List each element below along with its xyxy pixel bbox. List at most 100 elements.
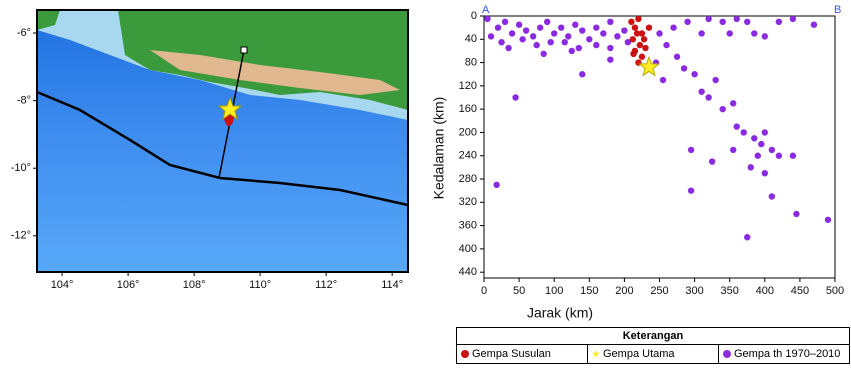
earthquake-point [691,71,697,77]
earthquake-point [533,42,539,48]
earthquake-point [607,56,613,62]
profile-start: A [482,4,490,16]
y-tick-label: 200 [459,126,477,138]
x-tick-label: 106° [117,279,140,291]
aftershock-point [641,36,647,42]
x-tick-label: 450 [791,285,809,297]
earthquake-point [484,16,490,22]
earthquake-point [537,24,543,30]
y-axis-label: Kedalaman (km) [431,97,447,200]
earthquake-point [762,129,768,135]
y-tick-label: 0 [471,10,477,22]
x-tick-label: 250 [650,285,668,297]
legend-label: Gempa th 1970–2010 [734,348,840,360]
earthquake-point [495,24,501,30]
earthquake-point [769,147,775,153]
earthquake-point [569,48,575,54]
x-tick-label: 50 [513,285,525,297]
earthquake-point [681,65,687,71]
earthquake-point [674,54,680,60]
earthquake-point [663,42,669,48]
earthquake-point [712,77,718,83]
earthquake-point [727,30,733,36]
earthquake-point [509,30,515,36]
earthquake-point [751,30,757,36]
earthquake-point [505,45,511,51]
earthquake-point [730,100,736,106]
x-tick-label: 200 [615,285,633,297]
page: A B Jarak (km) Kedalaman (km) 104°106°10… [0,0,851,369]
earthquake-point [688,147,694,153]
y-tick-label: -12° [11,230,31,242]
x-tick-label: 400 [756,285,774,297]
aftershock-point [642,45,648,51]
y-tick-label: 240 [459,150,477,162]
earthquake-point [744,234,750,240]
aftershock-point [637,42,643,48]
earthquake-point [565,33,571,39]
earthquake-point [551,30,557,36]
earthquake-point [593,24,599,30]
legend-title: Keterangan [457,328,849,345]
earthquake-point [593,42,599,48]
earthquake-point [660,77,666,83]
earthquake-point [719,106,725,112]
earthquake-point [734,16,740,22]
x-axis-label: Jarak (km) [527,305,593,321]
x-tick-label: 108° [183,279,206,291]
legend-label: Gempa Utama [603,348,675,360]
earthquake-point [572,22,578,28]
aftershock-point [646,24,652,30]
x-tick-label: 100 [545,285,563,297]
earthquake-point [769,193,775,199]
earthquake-point [790,153,796,159]
x-tick-label: 150 [580,285,598,297]
earthquake-point [776,153,782,159]
aftershock-point [635,16,641,22]
y-tick-label: 320 [459,196,477,208]
y-tick-label: 280 [459,173,477,185]
earthquake-point [579,27,585,33]
earthquake-point [709,158,715,164]
earthquake-point [758,141,764,147]
x-tick-label: 112° [315,279,337,291]
y-tick-label: 40 [465,33,477,45]
earthquake-point [811,22,817,28]
y-tick-label: -10° [11,162,31,174]
earthquake-point [705,94,711,100]
profile-end-label: B [834,4,841,16]
earthquake-point [670,24,676,30]
y-tick-label: 440 [459,266,477,278]
earthquake-point [793,211,799,217]
y-tick-label: -6° [17,27,31,39]
plot-frame [484,16,835,278]
figure: A B Jarak (km) Kedalaman (km) 104°106°10… [0,0,851,326]
earthquake-point [576,45,582,51]
earthquake-point [579,71,585,77]
y-tick-label: 400 [459,243,477,255]
aftershock-point [632,24,638,30]
earthquake-point [684,19,690,25]
earthquake-point [544,19,550,25]
legend-item: Gempa th 1970–2010 [719,345,849,363]
earthquake-point [751,135,757,141]
earthquake-point [540,51,546,57]
aftershock-point [628,19,634,25]
earthquake-point [698,30,704,36]
legend-symbol [461,350,469,358]
x-tick-label: 114° [381,279,403,291]
earthquake-point [621,27,627,33]
earthquake-point [600,30,606,36]
earthquake-point [523,27,529,33]
earthquake-point [614,33,620,39]
earthquake-point [607,19,613,25]
legend-item: Gempa Utama [588,345,719,363]
earthquake-point [502,19,508,25]
earthquake-point [790,16,796,22]
earthquake-point [730,147,736,153]
earthquake-point [755,153,761,159]
aftershock-point [630,36,636,42]
map [37,10,408,272]
earthquake-point [547,39,553,45]
